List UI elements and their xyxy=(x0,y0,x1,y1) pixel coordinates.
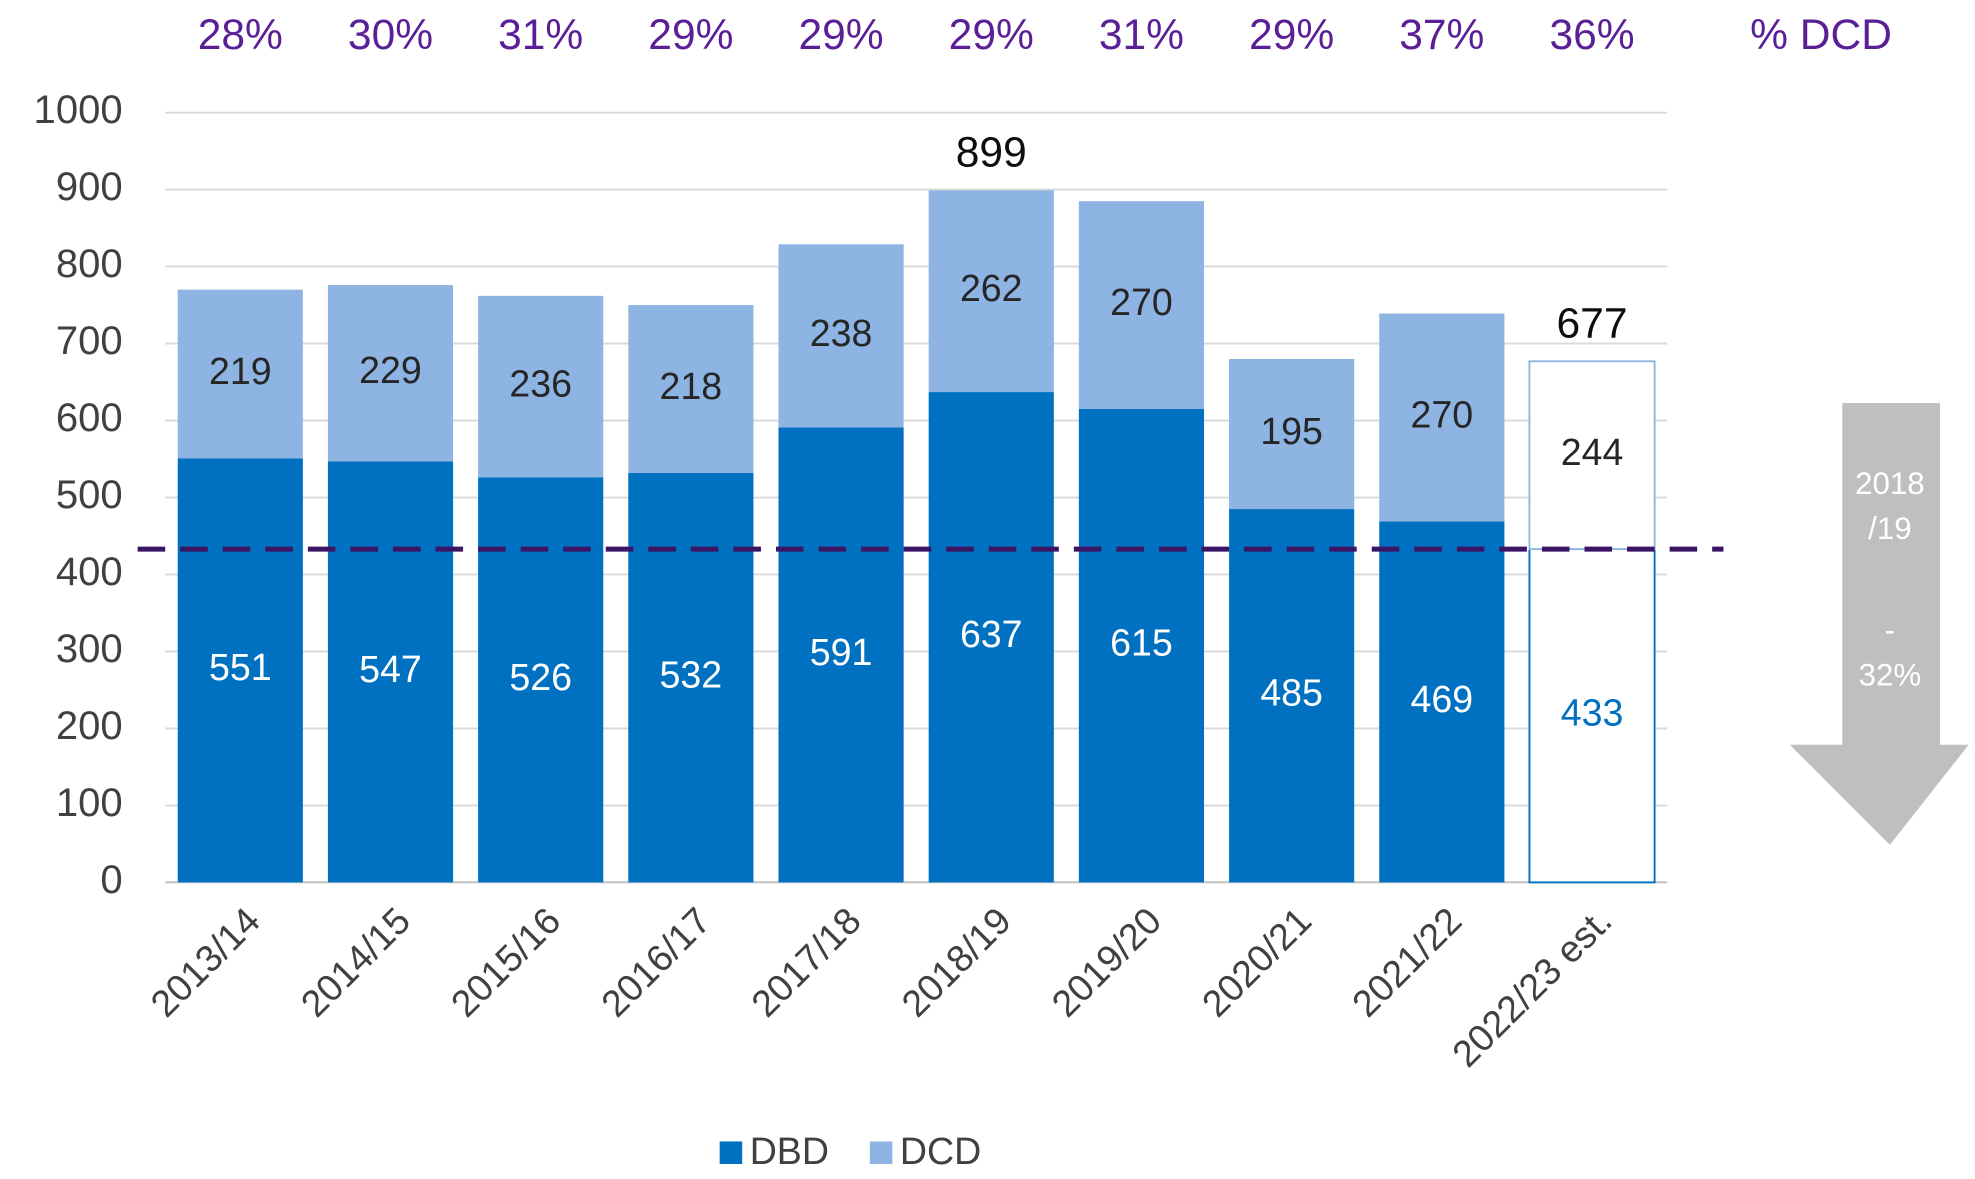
data-label: 526 xyxy=(509,656,572,698)
data-label: 551 xyxy=(209,646,272,688)
total-label: 899 xyxy=(956,129,1027,177)
arrow-label: /19 xyxy=(1868,511,1911,546)
bar-segment xyxy=(1528,548,1656,884)
arrow-label: 2018 xyxy=(1855,466,1925,501)
bar-segment xyxy=(1379,521,1505,883)
x-tick-label: 2016/17 xyxy=(593,899,719,1025)
share-value: 28% xyxy=(198,11,283,59)
y-tick-label: 800 xyxy=(56,242,123,286)
x-tick-label: 2020/21 xyxy=(1194,899,1320,1025)
x-tick-label: 2021/22 xyxy=(1344,899,1470,1025)
y-tick-label: 900 xyxy=(56,165,123,209)
y-tick-label: 400 xyxy=(56,550,123,594)
data-label: 615 xyxy=(1110,622,1173,664)
data-label: 238 xyxy=(810,312,873,354)
share-value: 31% xyxy=(1099,11,1184,59)
bar-segment xyxy=(1229,358,1355,510)
share-value: 29% xyxy=(798,11,883,59)
y-tick-label: 600 xyxy=(56,396,123,440)
bar-segment xyxy=(778,427,904,883)
y-tick-label: 1000 xyxy=(34,88,123,132)
data-label: 218 xyxy=(660,365,723,407)
data-label: 270 xyxy=(1110,281,1173,323)
share-label: % DCD xyxy=(1750,11,1892,59)
data-label: 591 xyxy=(810,631,873,673)
share-value: 36% xyxy=(1549,11,1634,59)
x-tick-label: 2022/23 est. xyxy=(1444,899,1620,1075)
bar-segment xyxy=(628,472,754,883)
bar-segment xyxy=(1229,509,1355,883)
legend-label: DBD xyxy=(750,1130,829,1172)
bar-segment xyxy=(177,289,303,459)
y-tick-label: 0 xyxy=(100,858,122,902)
data-label: 547 xyxy=(359,648,422,690)
bar-segment xyxy=(327,285,454,462)
y-tick-label: 300 xyxy=(56,627,123,671)
x-tick-label: 2013/14 xyxy=(142,899,268,1025)
bar-segment xyxy=(478,295,604,478)
bar-segment xyxy=(778,244,904,428)
y-tick-label: 100 xyxy=(56,781,123,825)
bar-segment xyxy=(478,477,604,883)
data-label: 433 xyxy=(1561,692,1624,734)
share-value: 37% xyxy=(1399,11,1484,59)
y-tick-label: 200 xyxy=(56,704,123,748)
data-label: 469 xyxy=(1411,678,1474,720)
x-tick-label: 2015/16 xyxy=(443,899,569,1025)
share-value: 29% xyxy=(648,11,733,59)
data-label: 236 xyxy=(509,363,572,405)
y-tick-label: 500 xyxy=(56,473,123,517)
share-value: 31% xyxy=(498,11,583,59)
data-label: 229 xyxy=(359,349,422,391)
share-value: 30% xyxy=(348,11,433,59)
data-label: 532 xyxy=(660,654,723,696)
arrow-label: - xyxy=(1885,612,1895,647)
arrow xyxy=(1789,403,1969,845)
data-label: 219 xyxy=(209,350,272,392)
x-tick-label: 2019/20 xyxy=(1044,899,1170,1025)
arrow-label: 32% xyxy=(1859,657,1922,692)
bar-segment xyxy=(177,458,303,883)
y-tick-label: 700 xyxy=(56,319,123,363)
bar-segment xyxy=(928,190,1054,393)
bar-segment xyxy=(1078,408,1205,883)
x-tick-label: 2014/15 xyxy=(293,899,419,1025)
x-tick-label: 2017/18 xyxy=(743,899,869,1025)
legend-swatch xyxy=(719,1141,743,1164)
data-label: 485 xyxy=(1260,672,1323,714)
share-value: 29% xyxy=(949,11,1034,59)
bar-segment xyxy=(628,305,754,473)
data-label: 262 xyxy=(960,267,1023,309)
bar-segment xyxy=(327,461,454,883)
data-label: 270 xyxy=(1411,393,1474,435)
bar-segment xyxy=(1078,201,1205,409)
data-label: 244 xyxy=(1561,431,1624,473)
bar-segment xyxy=(1379,313,1505,522)
total-label: 677 xyxy=(1557,299,1628,347)
data-label: 637 xyxy=(960,613,1023,655)
bar-segment xyxy=(928,392,1054,883)
legend-label: DCD xyxy=(900,1130,981,1172)
data-label: 195 xyxy=(1260,410,1323,452)
x-tick-label: 2018/19 xyxy=(893,899,1019,1025)
share-value: 29% xyxy=(1249,11,1334,59)
legend-swatch xyxy=(869,1141,893,1164)
